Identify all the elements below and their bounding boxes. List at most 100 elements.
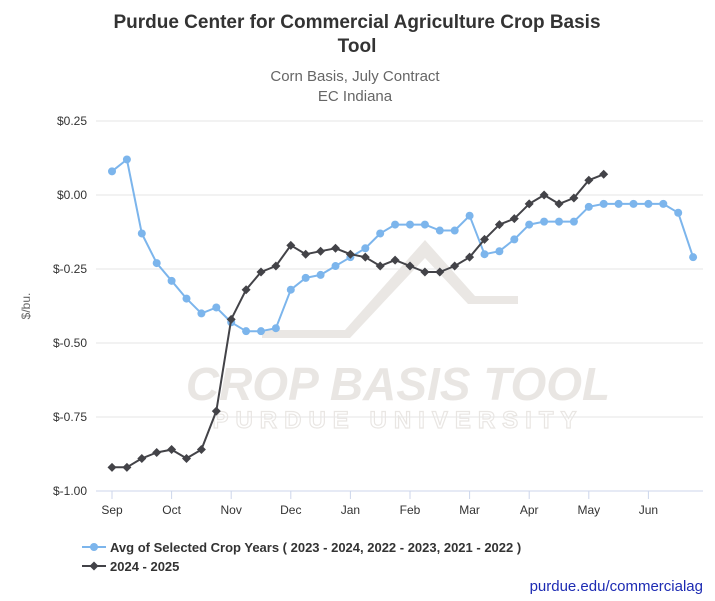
data-point[interactable] — [584, 175, 594, 185]
data-point[interactable] — [494, 220, 504, 230]
data-point[interactable] — [391, 220, 400, 229]
data-point[interactable] — [271, 261, 281, 271]
data-point[interactable] — [286, 240, 296, 250]
legend-label-2024-2025[interactable]: 2024 - 2025 — [110, 559, 179, 574]
data-point[interactable] — [420, 267, 430, 277]
data-point[interactable] — [197, 309, 206, 318]
data-point[interactable] — [599, 169, 609, 179]
data-point[interactable] — [435, 267, 445, 277]
data-point[interactable] — [242, 327, 251, 336]
y-tick-label: $-0.25 — [53, 262, 87, 276]
data-point[interactable] — [510, 235, 519, 244]
data-point[interactable] — [331, 262, 340, 271]
y-tick-label: $-0.75 — [53, 410, 87, 424]
data-point[interactable] — [122, 155, 131, 164]
data-point[interactable] — [257, 327, 265, 336]
data-point[interactable] — [196, 445, 206, 455]
x-tick-label: Jan — [341, 503, 360, 517]
data-point[interactable] — [450, 226, 459, 235]
data-point[interactable] — [524, 199, 534, 209]
gridlines — [96, 120, 703, 492]
series-line — [111, 158, 695, 333]
x-tick-label: Mar — [459, 503, 480, 517]
data-point[interactable] — [316, 246, 326, 256]
data-point[interactable] — [152, 448, 162, 458]
legend-label-avg[interactable]: Avg of Selected Crop Years ( 2023 - 2024… — [110, 540, 521, 555]
data-point[interactable] — [316, 270, 325, 279]
x-tick-label: May — [577, 503, 600, 517]
y-tick-label: $-1.00 — [53, 484, 87, 498]
data-point[interactable] — [405, 261, 415, 271]
data-point[interactable] — [465, 252, 475, 262]
data-point[interactable] — [644, 199, 653, 208]
data-point[interactable] — [256, 267, 266, 277]
data-point[interactable] — [629, 199, 638, 208]
data-point[interactable] — [480, 250, 489, 259]
data-point[interactable] — [345, 249, 355, 259]
data-point[interactable] — [301, 249, 311, 259]
data-point[interactable] — [555, 217, 563, 226]
data-point[interactable] — [435, 226, 444, 235]
data-point[interactable] — [271, 324, 280, 333]
data-point[interactable] — [689, 253, 698, 262]
x-tick-label: Apr — [520, 503, 539, 517]
data-point[interactable] — [182, 453, 191, 463]
data-point[interactable] — [554, 199, 564, 209]
data-point[interactable] — [406, 220, 414, 229]
data-point[interactable] — [509, 214, 519, 224]
data-point[interactable] — [599, 199, 608, 208]
data-point[interactable] — [226, 314, 236, 324]
y-axis-label: $/bu. — [19, 293, 33, 320]
data-point[interactable] — [167, 276, 176, 285]
data-point[interactable] — [137, 453, 147, 463]
data-point[interactable] — [674, 208, 683, 217]
data-point[interactable] — [540, 217, 549, 226]
data-point[interactable] — [137, 229, 146, 238]
data-point[interactable] — [525, 220, 534, 229]
data-point[interactable] — [301, 273, 310, 282]
series-layer — [107, 155, 698, 472]
data-point[interactable] — [584, 202, 593, 211]
data-point[interactable] — [569, 217, 578, 226]
data-point[interactable] — [361, 244, 370, 253]
data-point[interactable] — [376, 229, 385, 238]
data-point[interactable] — [286, 285, 295, 294]
data-point[interactable] — [495, 247, 504, 256]
watermark-sub-text: PURDUE UNIVERSITY — [212, 407, 583, 434]
data-point[interactable] — [182, 294, 191, 303]
x-axis: Sep Oct Nov Dec Jan Feb Mar Apr May Jun — [96, 490, 703, 517]
legend[interactable]: Avg of Selected Crop Years ( 2023 - 2024… — [82, 540, 521, 574]
x-tick-label: Feb — [400, 503, 421, 517]
data-point[interactable] — [465, 211, 474, 220]
data-point[interactable] — [360, 252, 370, 262]
data-point[interactable] — [390, 255, 400, 265]
data-point[interactable] — [375, 261, 385, 271]
legend-item-2024-2025[interactable]: 2024 - 2025 — [82, 559, 179, 574]
y-axis: $0.25 $0.00 $-0.25 $-0.50 $-0.75 $-1.00 — [53, 114, 87, 498]
data-point[interactable] — [450, 261, 460, 271]
legend-item-avg[interactable]: Avg of Selected Crop Years ( 2023 - 2024… — [82, 540, 521, 555]
series-0 — [108, 155, 698, 336]
data-point[interactable] — [211, 406, 221, 416]
data-point[interactable] — [614, 199, 623, 208]
watermark-main-text: CROP BASIS TOOL — [186, 358, 610, 410]
data-point[interactable] — [241, 285, 251, 295]
data-point[interactable] — [122, 462, 132, 472]
data-point[interactable] — [152, 259, 161, 268]
chart-title-line-1: Purdue Center for Commercial Agriculture… — [113, 12, 600, 33]
chart-title-line-2: Tool — [338, 36, 377, 57]
data-point[interactable] — [107, 462, 117, 472]
data-point[interactable] — [569, 193, 579, 203]
data-point[interactable] — [331, 243, 340, 253]
data-point[interactable] — [108, 167, 116, 176]
chart-subtitle-line-2: EC Indiana — [318, 88, 393, 105]
data-point[interactable] — [539, 190, 549, 200]
data-point[interactable] — [659, 199, 668, 208]
data-point[interactable] — [167, 445, 177, 455]
credit-link[interactable]: purdue.edu/commercialag — [530, 578, 703, 595]
data-point[interactable] — [212, 303, 221, 312]
x-tick-label: Jun — [639, 503, 658, 517]
data-point[interactable] — [420, 220, 429, 229]
data-point[interactable] — [480, 234, 489, 244]
